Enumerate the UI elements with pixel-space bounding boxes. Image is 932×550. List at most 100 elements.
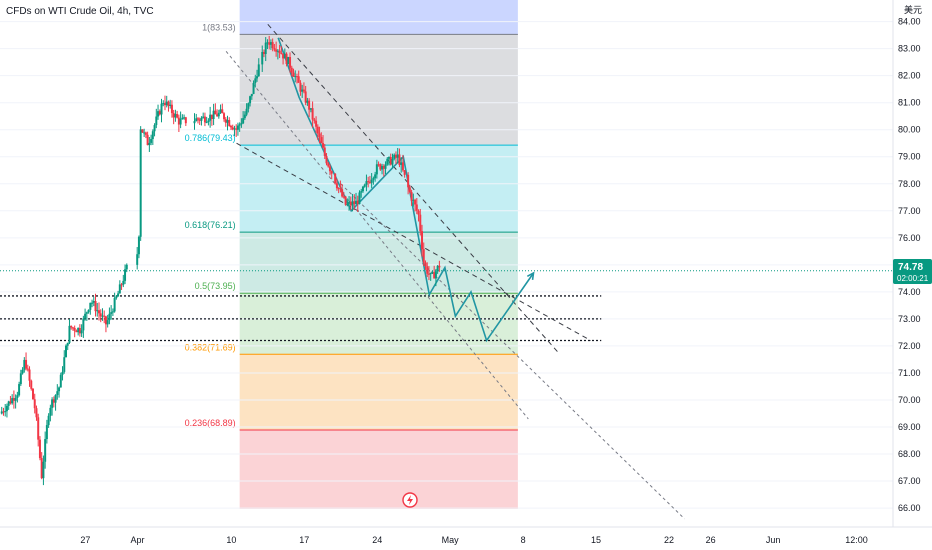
candle-body <box>257 64 260 77</box>
x-tick-label: Jun <box>766 535 781 545</box>
candle <box>363 183 366 188</box>
candle <box>240 118 243 128</box>
candle-body <box>9 401 12 404</box>
candle-body <box>172 113 175 118</box>
candle <box>257 58 260 77</box>
candle-body <box>278 50 281 53</box>
y-tick-label: 73.00 <box>898 314 921 324</box>
candle-body <box>436 265 439 272</box>
candle <box>229 124 232 130</box>
y-tick-label: 84.00 <box>898 17 921 27</box>
candle <box>124 264 127 285</box>
candle <box>429 272 432 281</box>
y-tick-label: 77.00 <box>898 206 921 216</box>
candle-body <box>308 100 311 110</box>
candle-body <box>30 380 33 389</box>
candle <box>311 101 314 128</box>
candle-body <box>210 114 213 119</box>
candle-body <box>431 272 434 274</box>
candle <box>44 431 47 469</box>
candle-body <box>5 405 8 412</box>
candle <box>56 384 59 400</box>
candle-body <box>150 139 153 143</box>
candle-body <box>91 302 94 304</box>
y-tick-label: 82.00 <box>898 71 921 81</box>
candle-body <box>348 201 351 204</box>
candle <box>334 173 337 185</box>
x-tick-label: 24 <box>372 535 382 545</box>
candle-body <box>75 330 78 333</box>
candle <box>120 282 123 290</box>
y-tick-label: 80.00 <box>898 125 921 135</box>
candle-body <box>0 411 3 414</box>
candle-body <box>165 101 168 106</box>
fib-level-label: 0.5(73.95) <box>195 281 236 291</box>
candle <box>165 95 168 108</box>
candle <box>320 132 323 144</box>
candle <box>207 118 210 126</box>
candle-body <box>372 178 375 180</box>
candle-body <box>212 110 215 119</box>
candle <box>231 124 234 131</box>
candle <box>247 102 250 113</box>
candle <box>84 308 87 321</box>
candle-body <box>104 316 107 325</box>
candle-body <box>49 407 52 416</box>
candle-body <box>31 388 34 400</box>
candle <box>299 80 302 96</box>
candle <box>122 274 125 288</box>
candle <box>360 188 363 198</box>
y-tick-label: 66.00 <box>898 503 921 513</box>
candle-body <box>26 368 29 370</box>
candle-body <box>396 154 399 158</box>
candle <box>361 185 364 193</box>
candle-body <box>360 191 363 193</box>
candle <box>226 115 229 131</box>
candle <box>400 157 403 173</box>
candle-body <box>148 142 151 146</box>
candle <box>210 114 213 126</box>
candle-body <box>82 318 85 331</box>
trend-drawings[interactable] <box>0 23 893 520</box>
candle-body <box>306 100 309 103</box>
candle <box>66 342 69 351</box>
candle <box>106 314 109 328</box>
candle-body <box>141 129 144 133</box>
candle-body <box>59 374 62 388</box>
lightning-icon[interactable] <box>402 492 418 508</box>
y-tick-label: 79.00 <box>898 152 921 162</box>
candle <box>389 153 392 166</box>
candle <box>209 106 212 128</box>
candle <box>271 38 274 52</box>
candle <box>52 396 55 408</box>
candle <box>115 295 118 300</box>
candle-body <box>64 345 67 358</box>
candle-body <box>315 120 318 127</box>
candle-body <box>318 133 321 138</box>
candle-body <box>273 48 276 50</box>
candle <box>7 400 10 410</box>
fib-zone <box>239 429 518 509</box>
candle-body <box>169 104 172 106</box>
candle <box>40 452 43 480</box>
candle <box>108 307 111 325</box>
candle-body <box>37 417 40 440</box>
candle-body <box>290 67 293 73</box>
candle-body <box>414 199 417 205</box>
candle <box>266 39 269 50</box>
candle <box>87 309 90 314</box>
candle <box>170 100 173 118</box>
candle <box>391 153 394 169</box>
candle <box>26 364 29 372</box>
candle <box>33 393 36 414</box>
candle <box>158 109 161 116</box>
candle-body <box>63 357 66 372</box>
candle-body <box>327 163 330 167</box>
candle-body <box>283 53 286 59</box>
chart-grid <box>0 21 893 509</box>
candle <box>71 326 74 331</box>
fib-retracement[interactable]: 1(83.53) 0.786(79.43) 0.618(76.21) 0.5(73.9… <box>185 0 518 509</box>
candle-body <box>139 129 142 237</box>
channel-line <box>340 183 685 520</box>
